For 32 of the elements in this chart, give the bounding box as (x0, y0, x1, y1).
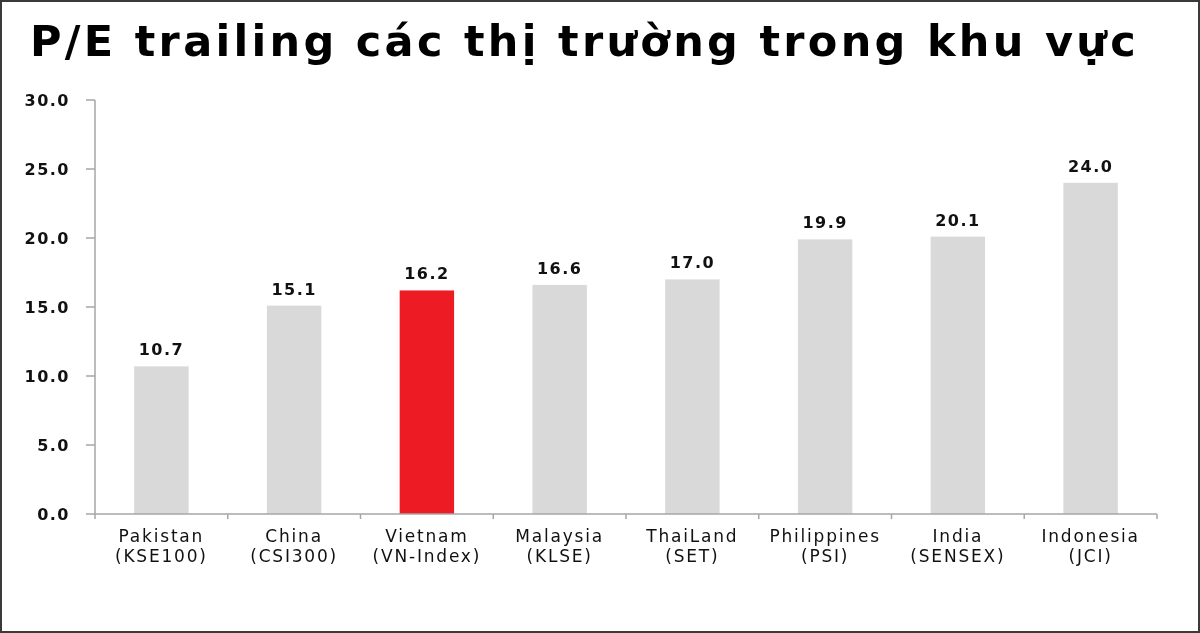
x-tick-label: Vietnam (VN-Index) (372, 526, 482, 566)
y-tick-label: 25.0 (24, 159, 70, 179)
y-tick-label: 20.0 (24, 228, 70, 248)
y-tick-label: 5.0 (37, 435, 70, 455)
data-label: 24.0 (1067, 156, 1114, 176)
x-tick-label: Philippines (PSI) (769, 526, 881, 566)
data-label: 20.1 (935, 210, 981, 230)
x-tick-label: China (CSI300) (250, 526, 339, 566)
bar (532, 284, 587, 514)
bar (665, 279, 720, 514)
bar (399, 290, 455, 514)
bar (1063, 182, 1118, 514)
bar (797, 239, 853, 514)
y-tick-label: 30.0 (24, 90, 70, 110)
x-tick-label: Pakistan (KSE100) (114, 526, 208, 566)
data-label: 16.2 (404, 264, 450, 284)
chart-title: P/E trailing các thị trường trong khu vực (30, 16, 1139, 66)
data-label: 19.9 (802, 213, 848, 233)
data-label: 15.1 (271, 279, 317, 299)
data-label: 10.7 (138, 340, 185, 360)
data-label: 16.6 (536, 258, 583, 278)
y-tick-label: 15.0 (24, 297, 70, 317)
bar (134, 366, 189, 514)
x-tick-label: Indonesia (JCI) (1041, 526, 1140, 566)
data-label: 17.0 (669, 253, 716, 273)
x-tick-label: ThaiLand (SET) (645, 526, 739, 566)
bar (266, 305, 322, 514)
x-tick-label: Malaysia (KLSE) (515, 526, 604, 566)
x-tick-label: India (SENSEX) (910, 526, 1006, 566)
y-tick-label: 10.0 (24, 366, 70, 386)
bar (930, 236, 986, 514)
y-tick-label: 0.0 (37, 504, 70, 524)
